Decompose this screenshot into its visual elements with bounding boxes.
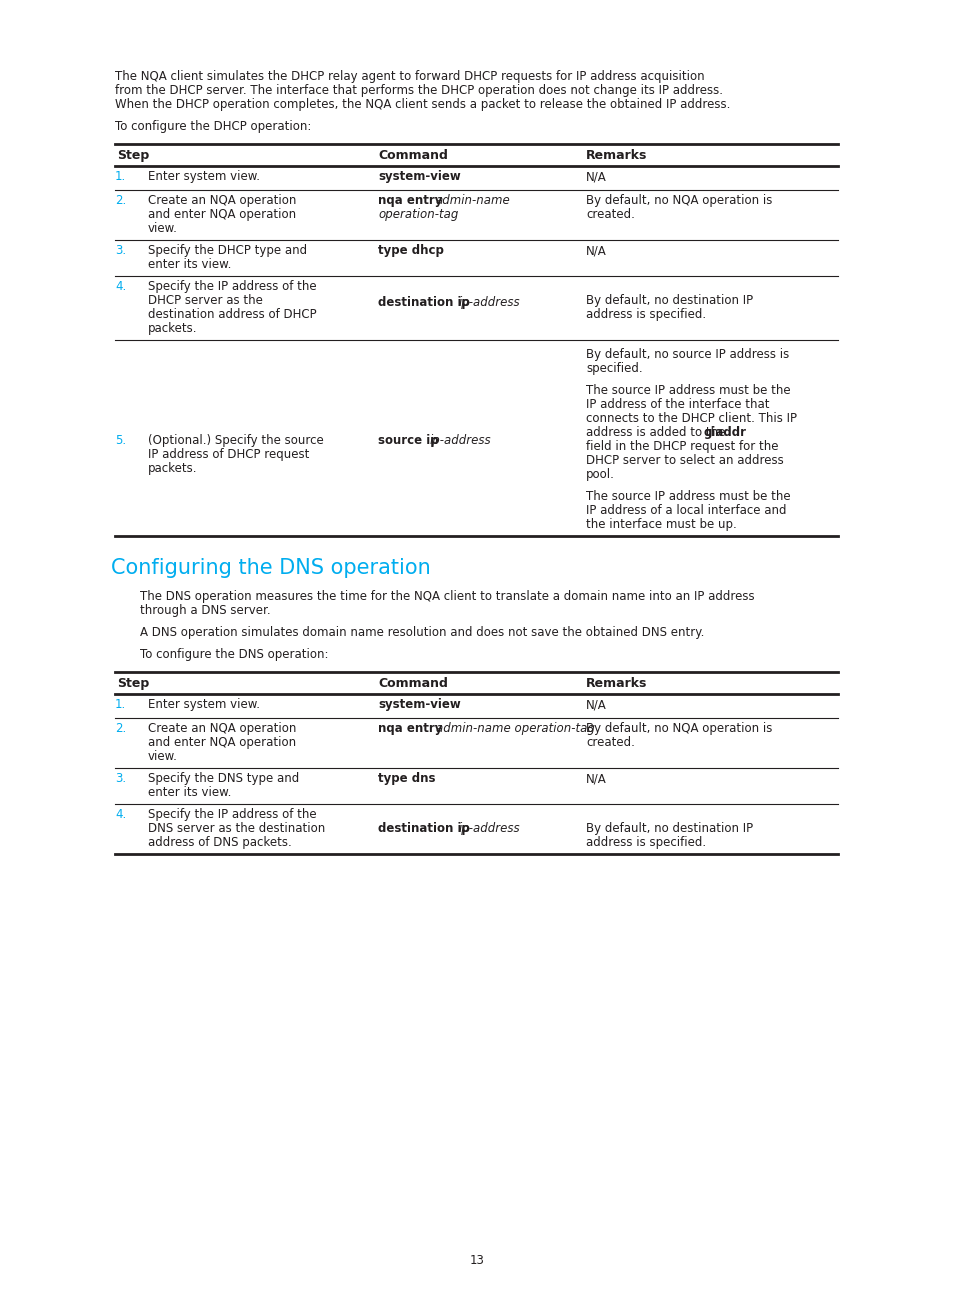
Text: Step: Step: [117, 149, 149, 162]
Text: 1.: 1.: [115, 699, 126, 712]
Text: To configure the DHCP operation:: To configure the DHCP operation:: [115, 121, 311, 133]
Text: By default, no destination IP: By default, no destination IP: [585, 294, 752, 307]
Text: Enter system view.: Enter system view.: [148, 699, 260, 712]
Text: connects to the DHCP client. This IP: connects to the DHCP client. This IP: [585, 412, 796, 425]
Text: and enter NQA operation: and enter NQA operation: [148, 207, 295, 222]
Text: enter its view.: enter its view.: [148, 785, 232, 800]
Text: The source IP address must be the: The source IP address must be the: [585, 384, 790, 397]
Text: packets.: packets.: [148, 321, 197, 334]
Text: type dhcp: type dhcp: [377, 244, 443, 257]
Text: Configuring the DNS operation: Configuring the DNS operation: [111, 559, 431, 578]
Text: DNS server as the destination: DNS server as the destination: [148, 822, 325, 835]
Text: 5.: 5.: [115, 434, 126, 447]
Text: 1.: 1.: [115, 170, 126, 183]
Text: Create an NQA operation: Create an NQA operation: [148, 194, 296, 207]
Text: By default, no destination IP: By default, no destination IP: [585, 822, 752, 835]
Text: admin-name operation-tag: admin-name operation-tag: [436, 722, 595, 735]
Text: destination ip: destination ip: [377, 822, 470, 835]
Text: ip-address: ip-address: [458, 822, 520, 835]
Text: nqa entry: nqa entry: [377, 194, 442, 207]
Text: (Optional.) Specify the source: (Optional.) Specify the source: [148, 434, 323, 447]
Text: DHCP server as the: DHCP server as the: [148, 294, 263, 307]
Text: ip-address: ip-address: [430, 434, 491, 447]
Text: packets.: packets.: [148, 461, 197, 476]
Text: Specify the DHCP type and: Specify the DHCP type and: [148, 244, 307, 257]
Text: from the DHCP server. The interface that performs the DHCP operation does not ch: from the DHCP server. The interface that…: [115, 84, 722, 97]
Text: destination ip: destination ip: [377, 295, 470, 308]
Text: address is specified.: address is specified.: [585, 836, 705, 849]
Text: address is specified.: address is specified.: [585, 308, 705, 321]
Text: Specify the IP address of the: Specify the IP address of the: [148, 807, 316, 820]
Text: N/A: N/A: [585, 772, 606, 785]
Text: through a DNS server.: through a DNS server.: [140, 604, 271, 617]
Text: field in the DHCP request for the: field in the DHCP request for the: [585, 441, 778, 454]
Text: A DNS operation simulates domain name resolution and does not save the obtained : A DNS operation simulates domain name re…: [140, 626, 703, 639]
Text: the interface must be up.: the interface must be up.: [585, 518, 736, 531]
Text: The source IP address must be the: The source IP address must be the: [585, 490, 790, 503]
Text: Command: Command: [377, 149, 447, 162]
Text: enter its view.: enter its view.: [148, 258, 232, 271]
Text: Remarks: Remarks: [585, 677, 647, 689]
Text: address is added to the: address is added to the: [585, 426, 728, 439]
Text: Specify the DNS type and: Specify the DNS type and: [148, 772, 299, 785]
Text: 3.: 3.: [115, 244, 126, 257]
Text: 4.: 4.: [115, 807, 126, 820]
Text: Create an NQA operation: Create an NQA operation: [148, 722, 296, 735]
Text: view.: view.: [148, 750, 177, 763]
Text: The NQA client simulates the DHCP relay agent to forward DHCP requests for IP ad: The NQA client simulates the DHCP relay …: [115, 70, 704, 83]
Text: Enter system view.: Enter system view.: [148, 170, 260, 183]
Text: Command: Command: [377, 677, 447, 689]
Text: giaddr: giaddr: [703, 426, 746, 439]
Text: Specify the IP address of the: Specify the IP address of the: [148, 280, 316, 293]
Text: By default, no NQA operation is: By default, no NQA operation is: [585, 722, 772, 735]
Text: N/A: N/A: [585, 170, 606, 183]
Text: 2.: 2.: [115, 722, 126, 735]
Text: source ip: source ip: [377, 434, 438, 447]
Text: IP address of a local interface and: IP address of a local interface and: [585, 504, 785, 517]
Text: and enter NQA operation: and enter NQA operation: [148, 736, 295, 749]
Text: To configure the DNS operation:: To configure the DNS operation:: [140, 648, 328, 661]
Text: view.: view.: [148, 222, 177, 235]
Text: nqa entry: nqa entry: [377, 722, 442, 735]
Text: admin-name: admin-name: [436, 194, 510, 207]
Text: system-view: system-view: [377, 170, 460, 183]
Text: created.: created.: [585, 207, 634, 222]
Text: IP address of the interface that: IP address of the interface that: [585, 398, 769, 411]
Text: IP address of DHCP request: IP address of DHCP request: [148, 448, 309, 461]
Text: N/A: N/A: [585, 244, 606, 257]
Text: By default, no NQA operation is: By default, no NQA operation is: [585, 194, 772, 207]
Text: address of DNS packets.: address of DNS packets.: [148, 836, 292, 849]
Text: N/A: N/A: [585, 699, 606, 712]
Text: operation-tag: operation-tag: [377, 207, 457, 222]
Text: 4.: 4.: [115, 280, 126, 293]
Text: system-view: system-view: [377, 699, 460, 712]
Text: pool.: pool.: [585, 468, 615, 481]
Text: specified.: specified.: [585, 362, 642, 375]
Text: ip-address: ip-address: [458, 295, 520, 308]
Text: 3.: 3.: [115, 772, 126, 785]
Text: 2.: 2.: [115, 194, 126, 207]
Text: 13: 13: [469, 1255, 484, 1267]
Text: type dns: type dns: [377, 772, 435, 785]
Text: created.: created.: [585, 736, 634, 749]
Text: Step: Step: [117, 677, 149, 689]
Text: destination address of DHCP: destination address of DHCP: [148, 308, 316, 321]
Text: Remarks: Remarks: [585, 149, 647, 162]
Text: By default, no source IP address is: By default, no source IP address is: [585, 349, 788, 362]
Text: When the DHCP operation completes, the NQA client sends a packet to release the : When the DHCP operation completes, the N…: [115, 98, 730, 111]
Text: DHCP server to select an address: DHCP server to select an address: [585, 454, 783, 467]
Text: The DNS operation measures the time for the NQA client to translate a domain nam: The DNS operation measures the time for …: [140, 590, 754, 603]
